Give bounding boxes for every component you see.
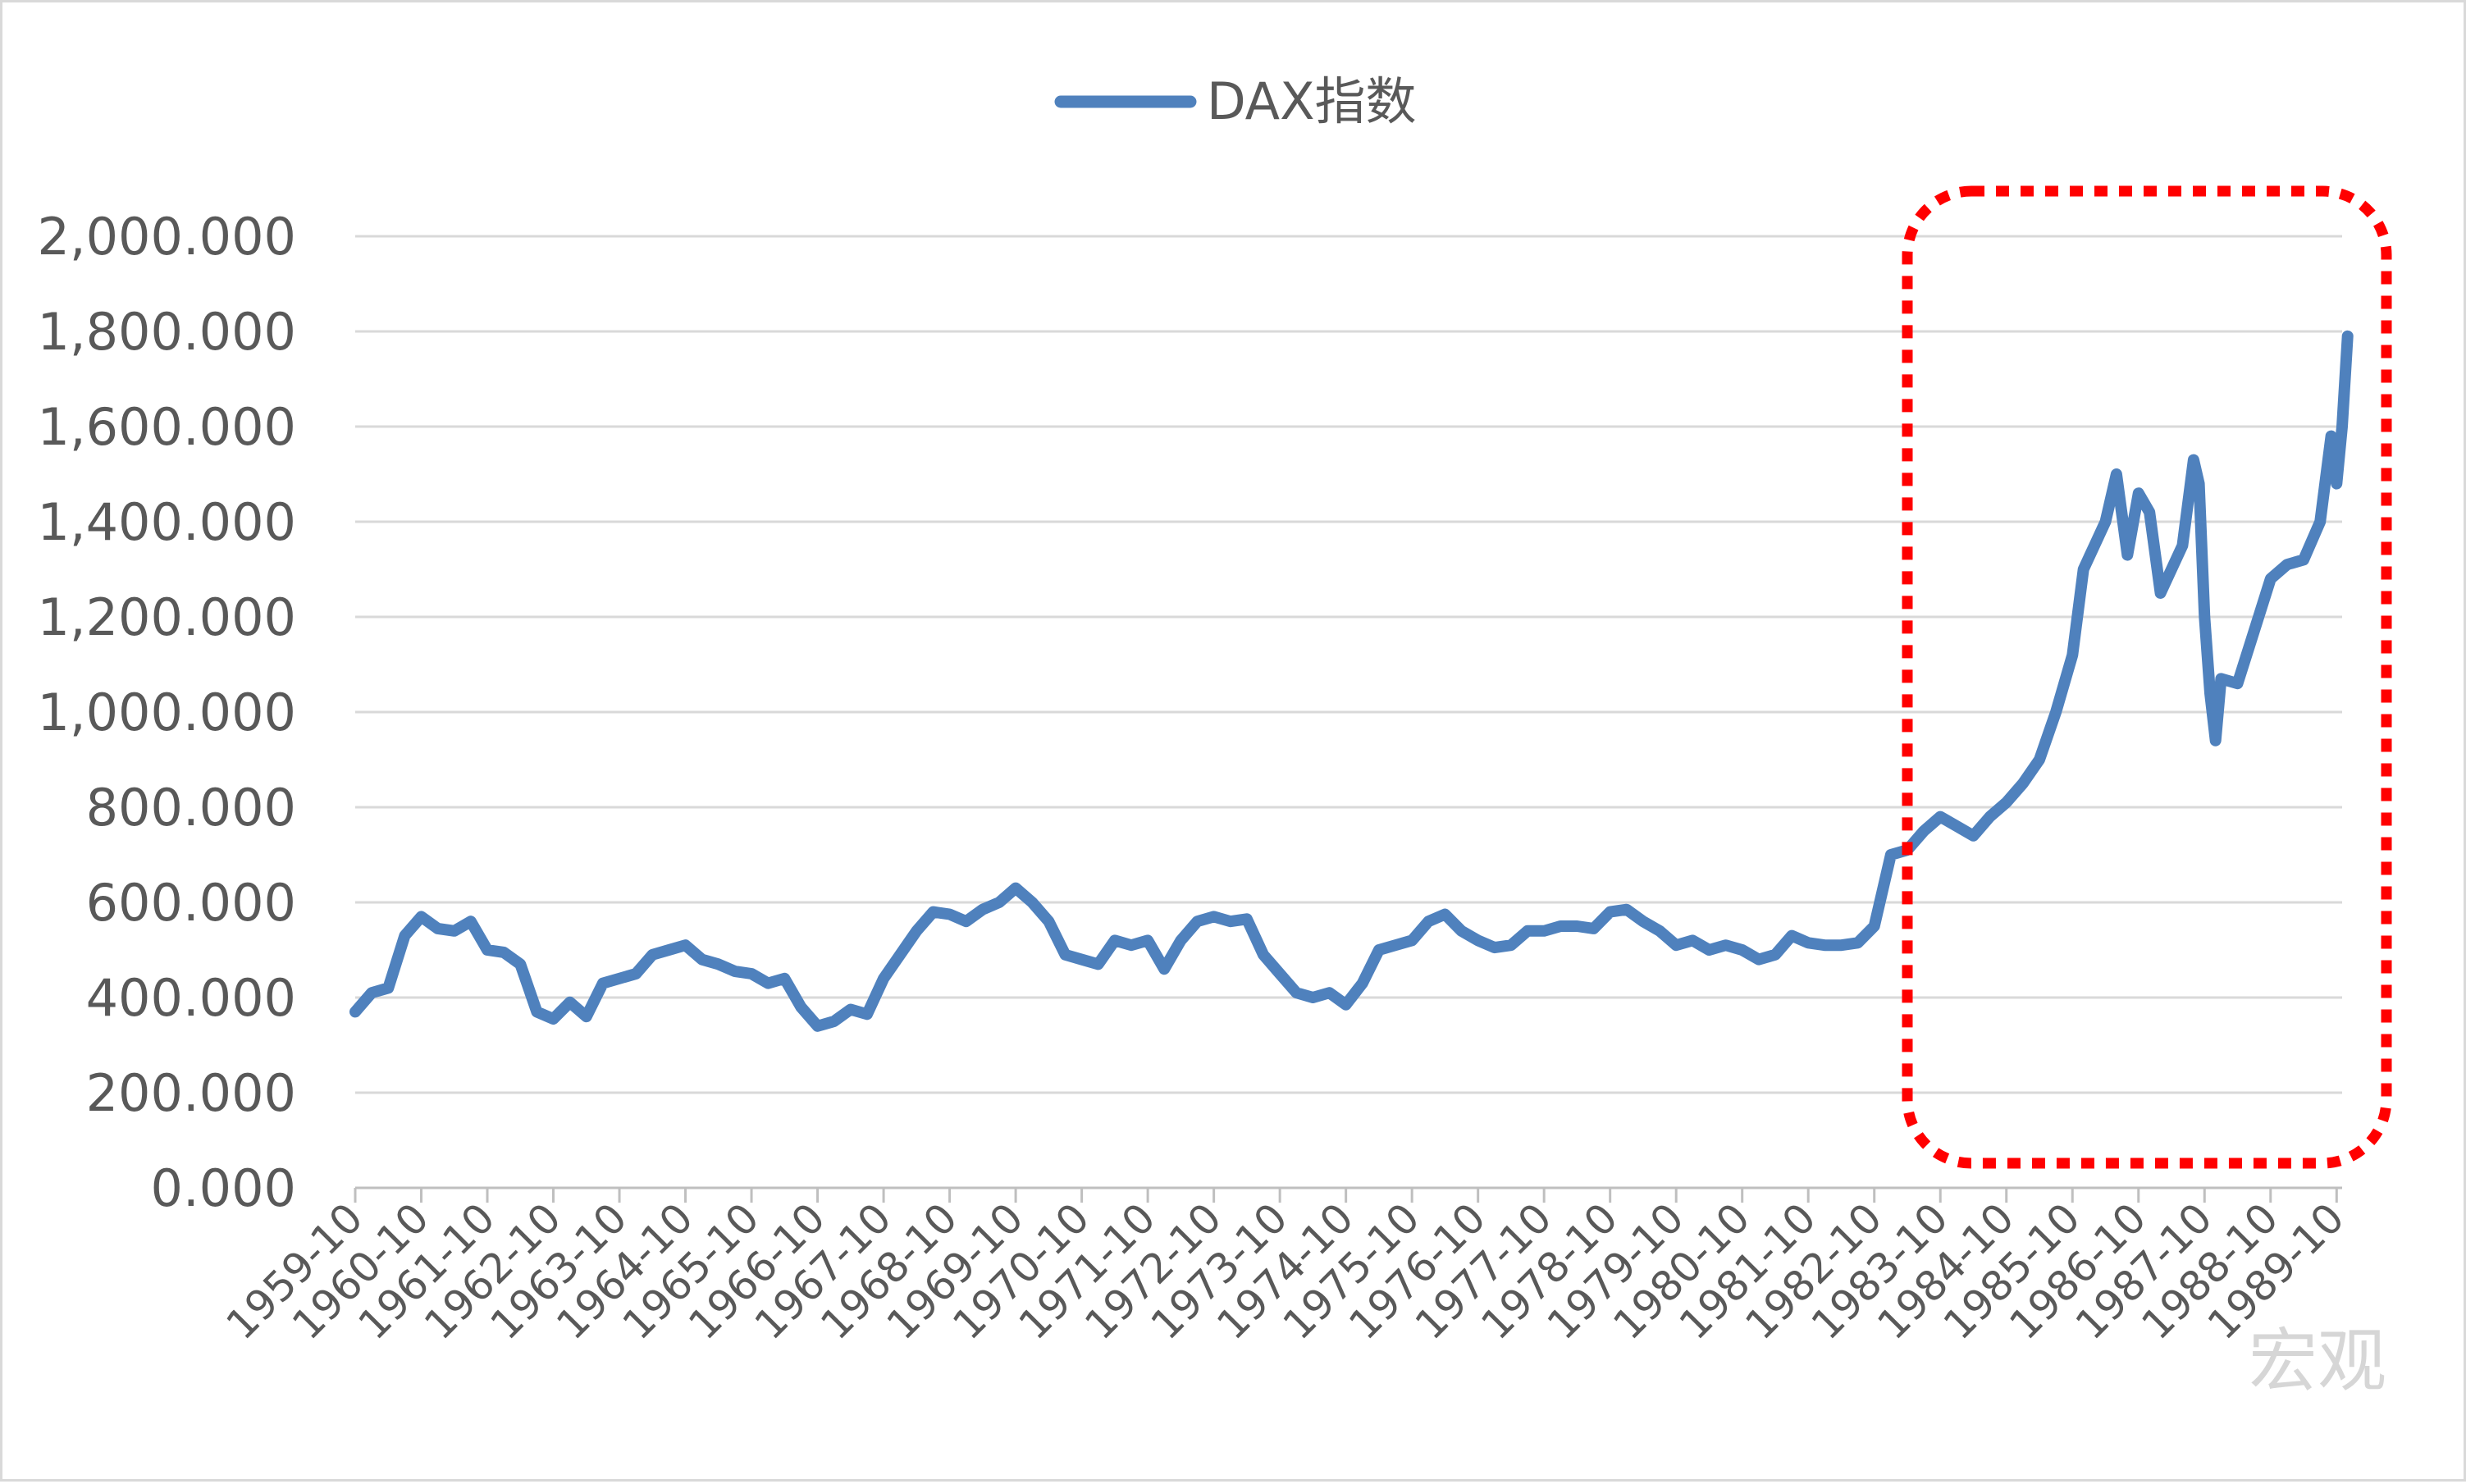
series-layer [349, 330, 2354, 1032]
watermark: 宏观 [2249, 1321, 2386, 1401]
y-tick-label: 1,000.000 [37, 683, 296, 742]
legend: DAX指数 [1054, 71, 1417, 131]
y-tick-label: 400.000 [86, 968, 296, 1028]
y-tick-label: 1,200.000 [37, 587, 296, 647]
y-axis: 0.000 200.000 400.000 600.000 800.000 1,000.0… [37, 207, 296, 1218]
y-tick-label: 2,000.000 [37, 207, 296, 267]
highlight-box [1902, 185, 2392, 1169]
y-tick-label: 200.000 [86, 1063, 296, 1123]
legend-label: DAX指数 [1207, 71, 1417, 131]
y-tick-label: 800.000 [86, 778, 296, 838]
series-line-dax [349, 330, 2354, 1032]
y-tick-label: 1,600.000 [37, 397, 296, 457]
x-axis: 1959-101960-101961-101962-101963-101964-… [217, 1188, 2354, 1349]
y-tick-label: 600.000 [86, 873, 296, 933]
y-tick-label: 0.000 [151, 1158, 297, 1218]
y-tick-label: 1,800.000 [37, 302, 296, 362]
gridlines [355, 235, 2342, 1189]
y-tick-label: 1,400.000 [37, 492, 296, 552]
